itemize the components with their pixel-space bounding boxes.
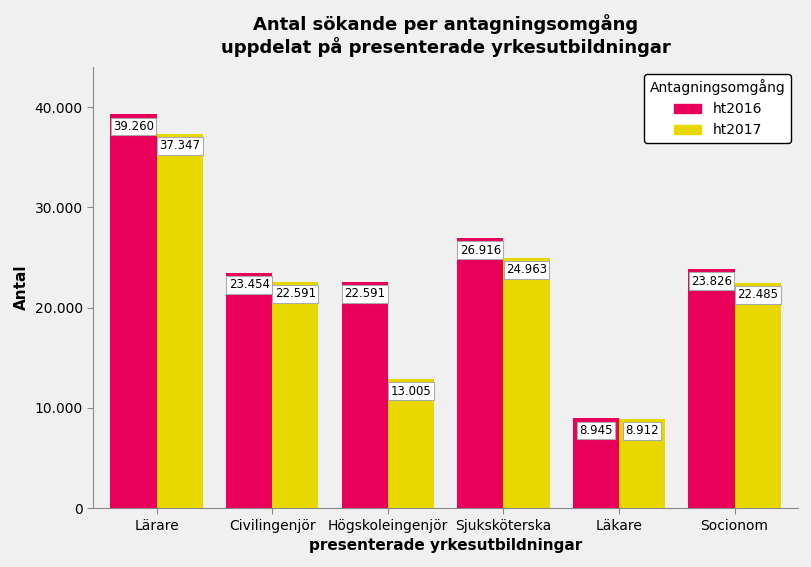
Bar	[503, 258, 549, 508]
Text: 22.591: 22.591	[344, 287, 384, 300]
X-axis label: presenterade yrkesutbildningar: presenterade yrkesutbildningar	[309, 538, 581, 553]
Bar	[272, 282, 318, 508]
Text: 8.912: 8.912	[624, 424, 658, 437]
Text: 23.454: 23.454	[229, 278, 269, 291]
Text: 37.347: 37.347	[159, 139, 200, 152]
Bar	[572, 418, 618, 508]
Bar	[618, 419, 664, 508]
Y-axis label: Antal: Antal	[14, 265, 29, 310]
Bar	[688, 269, 734, 508]
Bar	[341, 282, 388, 508]
Title: Antal sökande per antagningsomgång
uppdelat på presenterade yrkesutbildningar: Antal sökande per antagningsomgång uppde…	[221, 14, 670, 57]
Bar	[110, 115, 157, 508]
Legend: ht2016, ht2017: ht2016, ht2017	[643, 74, 790, 143]
Text: 22.485: 22.485	[736, 288, 777, 301]
Text: 22.591: 22.591	[274, 287, 315, 300]
Text: 24.963: 24.963	[505, 263, 547, 276]
Bar	[225, 273, 272, 508]
Text: 13.005: 13.005	[390, 385, 431, 398]
Text: 26.916: 26.916	[459, 244, 500, 257]
Text: 39.260: 39.260	[113, 120, 154, 133]
Bar	[157, 134, 203, 508]
Text: 23.826: 23.826	[690, 275, 731, 288]
Bar	[457, 238, 503, 508]
Bar	[388, 379, 434, 508]
Text: 8.945: 8.945	[578, 424, 611, 437]
Bar	[734, 283, 780, 508]
